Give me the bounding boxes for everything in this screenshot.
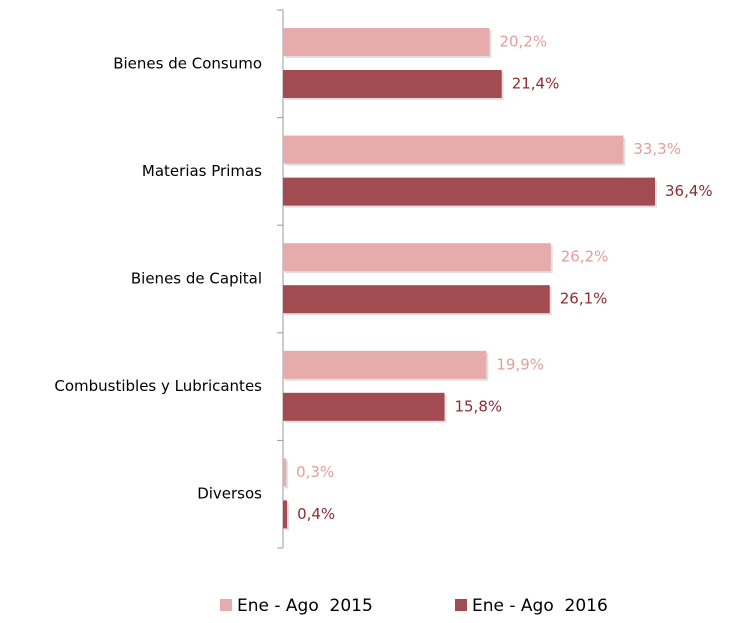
value-label: 0,4% bbox=[297, 505, 335, 523]
value-label: 15,8% bbox=[454, 397, 502, 415]
legend-label: Ene - Ago 2016 bbox=[472, 596, 608, 616]
bar bbox=[283, 70, 502, 98]
bar bbox=[283, 135, 624, 164]
category-label: Diversos bbox=[197, 485, 262, 503]
bar bbox=[283, 177, 656, 206]
value-label: 33,3% bbox=[633, 140, 681, 158]
value-label: 19,9% bbox=[496, 355, 544, 373]
value-label: 26,1% bbox=[560, 290, 608, 308]
bar bbox=[283, 500, 288, 529]
legend-label: Ene - Ago 2015 bbox=[237, 596, 373, 616]
bar bbox=[283, 350, 487, 379]
legend-swatch bbox=[220, 599, 232, 611]
category-label: Combustibles y Lubricantes bbox=[54, 377, 262, 395]
value-label: 21,4% bbox=[512, 75, 560, 93]
bar bbox=[283, 392, 445, 421]
bar bbox=[283, 28, 490, 56]
category-label: Bienes de Capital bbox=[131, 270, 262, 288]
bar bbox=[283, 458, 287, 487]
bar bbox=[283, 285, 550, 314]
category-label: Bienes de Consumo bbox=[113, 54, 262, 72]
bar-shadow bbox=[285, 460, 289, 489]
value-label: 26,2% bbox=[561, 248, 609, 266]
value-label: 20,2% bbox=[499, 33, 547, 51]
value-label: 36,4% bbox=[665, 182, 713, 200]
legend-swatch bbox=[455, 599, 467, 611]
value-label: 0,3% bbox=[296, 463, 334, 481]
category-label: Materias Primas bbox=[142, 162, 262, 180]
bar bbox=[283, 243, 551, 272]
